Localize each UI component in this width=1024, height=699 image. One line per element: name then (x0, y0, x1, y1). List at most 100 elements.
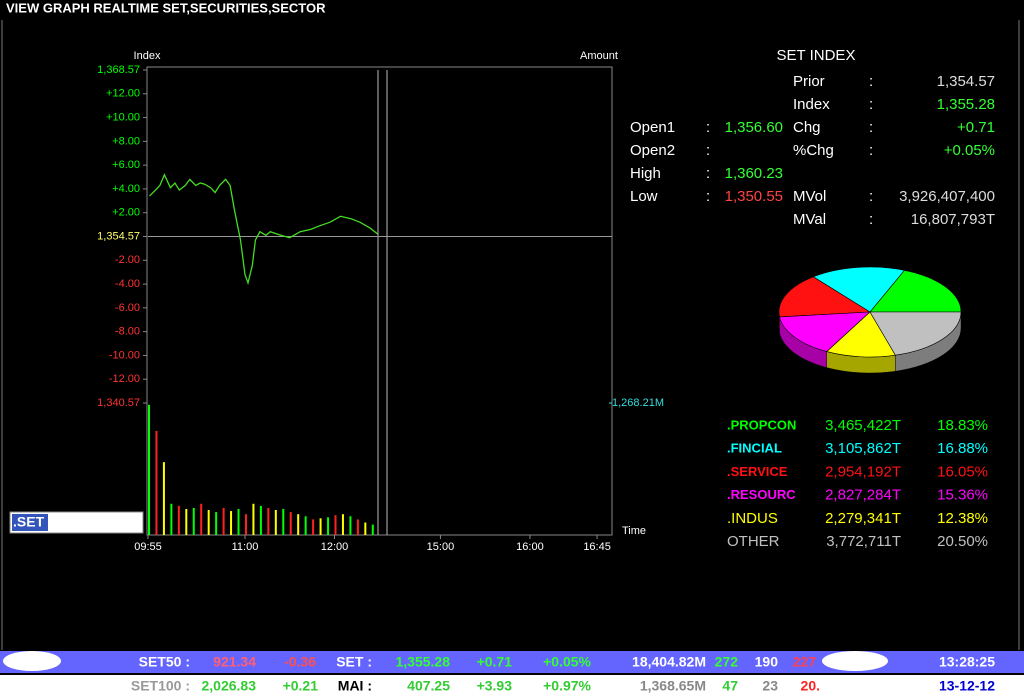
volume-bar (200, 503, 203, 535)
volume-bar (327, 517, 330, 535)
y2-tick-label: 1,268.21M (612, 397, 664, 409)
x-tick-label: 12:00 (321, 541, 349, 553)
field-value: 1,354.57 (937, 73, 995, 90)
ticker-item: SET50 : (139, 654, 190, 670)
sector-name: .PROPCON (727, 417, 796, 432)
volume-bar (267, 507, 270, 535)
sector-percent: 15.36% (937, 487, 988, 504)
sector-amount: 3,772,711T (826, 533, 901, 550)
volume-bar (364, 522, 367, 535)
ticker-item: 23 (762, 678, 778, 694)
ticker-item: SET100 : (131, 678, 190, 694)
y-tick-label: +12.00 (106, 88, 140, 100)
ticker-item: 921.34 (213, 654, 256, 670)
panel-title: SET INDEX (777, 47, 856, 64)
y2-axis-label: Amount (580, 50, 618, 62)
sector-name: OTHER (727, 533, 780, 550)
sector-amount: 2,827,284T (825, 487, 901, 504)
x-tick-label: 11:00 (232, 541, 259, 553)
field-value: 1,355.28 (937, 96, 995, 113)
field-label: Prior (793, 73, 825, 90)
pie-slice (869, 270, 962, 313)
ticker-item: +0.71 (477, 654, 513, 670)
ticker-badge (3, 651, 61, 671)
field-value: +0.71 (957, 119, 995, 136)
sector-name: .FINCIAL (727, 441, 782, 456)
pie-slice (779, 311, 871, 352)
y-tick-label: +8.00 (112, 135, 140, 147)
sector-name: .SERVICE (727, 464, 788, 479)
sector-amount: 3,465,422T (825, 417, 901, 434)
search-box[interactable]: .SET (9, 511, 144, 534)
field-sep: : (869, 188, 873, 205)
y-tick-label: -4.00 (115, 278, 140, 290)
y-tick-label: -6.00 (115, 302, 140, 314)
field-value: +0.05% (944, 142, 995, 159)
field-sep: : (869, 142, 873, 159)
field-label: %Chg (793, 142, 834, 159)
pie-slice (812, 266, 905, 313)
volume-bar (312, 519, 315, 535)
field-sep: : (869, 119, 873, 136)
ticker-bar (0, 675, 1024, 699)
field-value: 1,356.60 (725, 119, 783, 136)
x-tick-label: 15:00 (427, 541, 455, 553)
field-sep: : (869, 73, 873, 90)
ticker-item: SET : (336, 654, 372, 670)
y-tick-label: +4.00 (112, 183, 140, 195)
pie-chart (778, 266, 962, 374)
field-value: 3,926,407,400 (899, 188, 995, 205)
pie-slice (826, 311, 896, 358)
y-tick-label: +2.00 (112, 207, 140, 219)
field-sep: : (706, 165, 710, 182)
y-tick-label: -10.00 (109, 349, 140, 361)
volume-bar (319, 518, 322, 535)
ticker-item: +0.21 (283, 678, 319, 694)
field-value: 16,807,793T (911, 211, 995, 228)
field-sep: : (706, 188, 710, 205)
field-label: MVal (793, 211, 826, 228)
pie-tops (778, 266, 962, 358)
field-label: High (630, 165, 661, 182)
y-tick-label: -12.00 (109, 373, 140, 385)
pie-slice (778, 276, 871, 318)
volume-bar (155, 430, 158, 535)
field-sep: : (869, 211, 873, 228)
volume-bar (230, 511, 233, 535)
volume-bar (259, 505, 262, 535)
y-tick-label: 1,368.57 (97, 64, 140, 76)
sector-amount: 2,954,192T (825, 463, 901, 480)
volume-bar (252, 503, 255, 535)
ticker-item: 20. (801, 678, 820, 694)
ticker-item: MAI : (338, 678, 372, 694)
volume-bar (274, 510, 277, 535)
ticker-item: 18,404.82M (632, 654, 706, 670)
sector-percent: 18.83% (937, 417, 988, 434)
volume-bar (304, 516, 307, 535)
ticker-item: 272 (715, 654, 739, 670)
sector-percent: 16.88% (937, 440, 988, 457)
sector-amount: 2,279,341T (825, 510, 901, 527)
sector-amount: 3,105,862T (825, 440, 901, 457)
field-sep: : (706, 119, 710, 136)
volume-bar (215, 512, 218, 535)
volume-bar (222, 507, 225, 535)
ticker-item: +0.05% (543, 654, 591, 670)
volume-bar (282, 508, 285, 535)
y-tick-label: +10.00 (106, 111, 140, 123)
x-tick-label: 16:45 (583, 541, 611, 553)
volume-bar (297, 514, 300, 535)
field-label: MVol (793, 188, 826, 205)
field-label: Open1 (630, 119, 675, 136)
ticker-badge (822, 651, 888, 671)
field-label: Open2 (630, 142, 675, 159)
field-label: Low (630, 188, 658, 205)
y-tick-label: 1,354.57 (97, 230, 140, 242)
search-text: .SET (13, 514, 45, 530)
volume-bar (341, 514, 344, 535)
field-value: 1,350.55 (725, 188, 783, 205)
volume-bar (207, 510, 210, 535)
ticker-item: +3.93 (477, 678, 513, 694)
ticker-item: 1,355.28 (396, 654, 451, 670)
